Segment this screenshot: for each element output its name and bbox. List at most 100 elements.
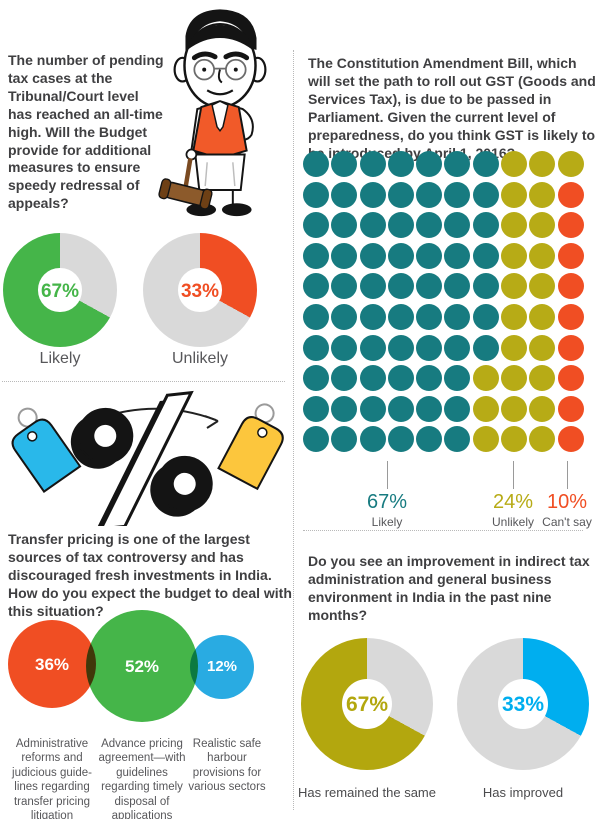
donut-chart-improved [457, 638, 589, 770]
glasses-icon [193, 58, 247, 81]
waffle-dot [557, 242, 584, 269]
bubble-advance-pricing [86, 610, 198, 722]
waffle-dot [529, 426, 556, 453]
right-section-divider [303, 530, 583, 531]
waffle-dot [303, 151, 329, 177]
bubble-safe-value: 12% [206, 658, 238, 675]
waffle-dot [501, 334, 528, 361]
improvement-question: Do you see an improvement in indirect ta… [308, 553, 590, 623]
waffle-dot [387, 395, 414, 422]
waffle-dot [416, 212, 443, 239]
donut-chart-same [301, 638, 433, 770]
waffle-dot [472, 212, 499, 239]
waffle-dot [359, 334, 386, 361]
waffle-dot [359, 242, 386, 269]
waffle-dot [501, 181, 528, 208]
legend-cantsay-label: Can't say [542, 515, 592, 529]
waffle-dot [472, 303, 499, 330]
legend-unlikely-value: 24% [492, 491, 534, 513]
waffle-dot [359, 426, 386, 453]
waffle-dot [359, 365, 386, 392]
legend-tick-likely [387, 461, 388, 489]
waffle-dot [331, 303, 358, 330]
waffle-dot [303, 303, 329, 330]
legend-unlikely-label: Unlikely [491, 515, 534, 529]
waffle-dot [359, 151, 386, 177]
waffle-dot [472, 242, 499, 269]
waffle-dot [529, 334, 556, 361]
waffle-dot [444, 334, 471, 361]
waffle-dot [501, 395, 528, 422]
donut-chart-likely [3, 233, 117, 347]
legend-cantsay-value: 10% [546, 491, 588, 513]
waffle-dot [557, 212, 584, 239]
waffle-dot [416, 181, 443, 208]
waffle-dot [501, 303, 528, 330]
waffle-dot [501, 273, 528, 300]
waffle-dot [303, 334, 329, 361]
waffle-dot [331, 273, 358, 300]
waffle-dot [387, 242, 414, 269]
yellow-price-tag-icon [217, 403, 284, 491]
waffle-dot [501, 151, 528, 177]
waffle-dot [501, 426, 528, 453]
waffle-dot [444, 151, 471, 177]
waffle-dot [529, 181, 556, 208]
blue-price-tag-icon [11, 407, 82, 493]
waffle-dot [303, 395, 329, 422]
transfer-question: Transfer pricing is one of the largest s… [8, 531, 292, 619]
gst-question: The Constitution Amendment Bill, which w… [308, 55, 596, 161]
waffle-dot [557, 334, 584, 361]
waffle-dot [529, 273, 556, 300]
bubble-advance-value: 52% [124, 657, 160, 676]
waffle-dot [557, 395, 584, 422]
waffle-dot [444, 242, 471, 269]
waffle-dot [529, 212, 556, 239]
waffle-dot [472, 395, 499, 422]
waffle-dot [387, 212, 414, 239]
waffle-dot [444, 395, 471, 422]
waffle-dot [444, 181, 471, 208]
donut-unlikely-label: Unlikely [171, 350, 228, 367]
waffle-dot [557, 426, 584, 453]
donut-unlikely-value: 33% [180, 281, 220, 302]
waffle-dot [416, 303, 443, 330]
legend-likely-value: 67% [366, 491, 408, 513]
waffle-dot [416, 365, 443, 392]
waffle-dot [444, 365, 471, 392]
left-section-divider [2, 381, 285, 382]
waffle-dot [387, 303, 414, 330]
waffle-dot [501, 212, 528, 239]
waffle-dot [416, 334, 443, 361]
gst-waffle-chart [303, 151, 584, 453]
waffle-dot [416, 273, 443, 300]
donut-same-label: Has remained the same [297, 785, 436, 800]
waffle-dot [387, 181, 414, 208]
gavel-icon [158, 148, 213, 210]
waffle-dot [331, 212, 358, 239]
bubble-admin-reforms [8, 620, 96, 708]
waffle-dot [472, 273, 499, 300]
legend-unlikely: 24% Unlikely [478, 492, 548, 530]
appeals-question: The number of pending tax cases at the T… [8, 52, 164, 212]
waffle-dot [557, 303, 584, 330]
waffle-dot [331, 334, 358, 361]
waffle-dot [529, 151, 556, 177]
legend-cantsay: 10% Can't say [541, 492, 593, 530]
waffle-dot [359, 395, 386, 422]
legend-tick-unlikely [513, 461, 514, 489]
waffle-dot [557, 181, 584, 208]
waffle-dot [331, 395, 358, 422]
waffle-dot [472, 334, 499, 361]
caricature-figure [158, 9, 267, 217]
waffle-dot [529, 395, 556, 422]
waffle-dot [303, 181, 329, 208]
waffle-dot [303, 212, 329, 239]
waffle-dot [444, 303, 471, 330]
waffle-dot [331, 181, 358, 208]
waffle-dot [416, 242, 443, 269]
waffle-dot [416, 395, 443, 422]
waffle-dot [416, 151, 443, 177]
waffle-dot [472, 151, 499, 177]
